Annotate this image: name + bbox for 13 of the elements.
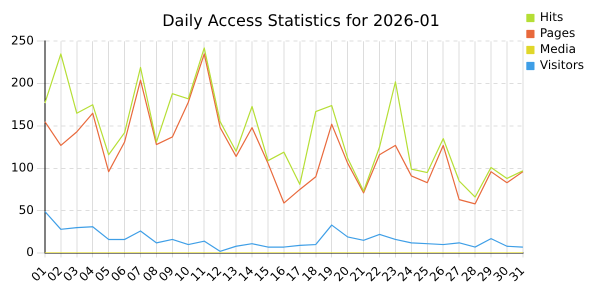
chart-title: Daily Access Statistics for 2026-01 bbox=[162, 10, 440, 30]
legend-label: Media bbox=[540, 42, 576, 56]
x-tick-label: 01 bbox=[28, 264, 50, 284]
y-tick-label: 100 bbox=[11, 160, 34, 174]
legend-label: Visitors bbox=[540, 58, 584, 72]
legend-label: Pages bbox=[540, 26, 576, 40]
x-tick-label: 31 bbox=[506, 264, 528, 284]
y-tick-label: 50 bbox=[18, 202, 34, 217]
y-tick-label: 0 bbox=[26, 245, 34, 260]
legend-label: Hits bbox=[540, 10, 564, 24]
y-tick-label: 150 bbox=[11, 118, 34, 132]
y-tick-label: 200 bbox=[11, 76, 34, 90]
y-tick-label: 250 bbox=[11, 33, 34, 48]
